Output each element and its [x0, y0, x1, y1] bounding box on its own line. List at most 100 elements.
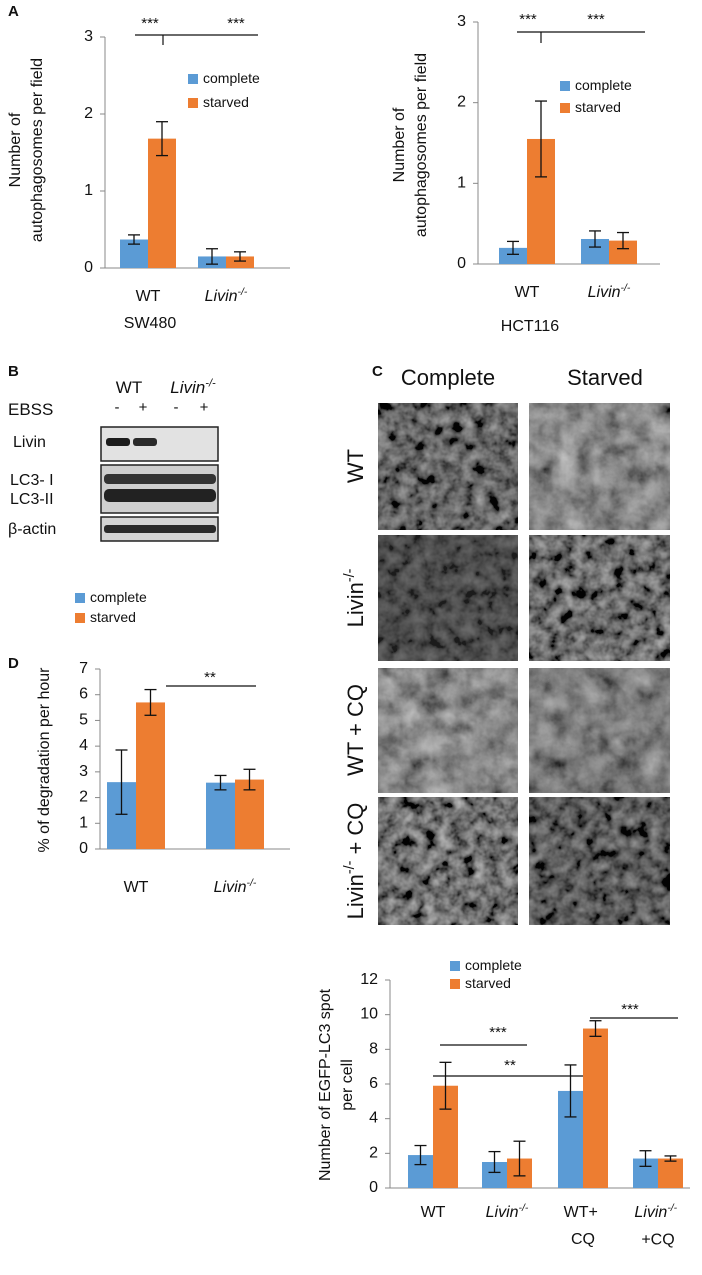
- error-bar: [234, 251, 246, 262]
- significance: ***: [621, 1001, 639, 1018]
- legend-swatch: [188, 98, 198, 108]
- microscopy-images: [378, 403, 670, 925]
- legend-label: complete: [90, 589, 147, 605]
- y-axis-label: % of degradation per hour: [36, 667, 53, 853]
- error-bar: [589, 1020, 602, 1037]
- legend-swatch: [188, 74, 198, 84]
- y-tick-label: 0: [84, 259, 93, 276]
- x-axis-label: SW480: [124, 315, 177, 332]
- error-bar: [639, 1150, 652, 1167]
- blot-group: WT: [116, 378, 142, 397]
- y-tick-label: 1: [457, 175, 466, 192]
- column-header: Starved: [567, 365, 643, 390]
- row-label: Livin-/- + CQ: [342, 803, 368, 920]
- y-tick-label: 3: [457, 13, 466, 30]
- blot-row-label: β-actin: [8, 521, 56, 538]
- panel-label: D: [8, 655, 19, 672]
- legend-label: starved: [90, 609, 136, 625]
- error-bar: [488, 1150, 501, 1174]
- y-tick-label: 0: [457, 255, 466, 272]
- significance: ***: [519, 11, 537, 28]
- significance: ***: [587, 11, 605, 28]
- legend-swatch: [560, 81, 570, 91]
- legend-swatch: [450, 961, 460, 971]
- x-tick-label: WT: [421, 1204, 446, 1221]
- significance: **: [204, 669, 216, 686]
- bar: [136, 702, 165, 849]
- column-header: Complete: [401, 365, 495, 390]
- error-bar: [513, 1140, 526, 1177]
- y-tick-label: 3: [79, 763, 88, 780]
- legend-swatch: [560, 103, 570, 113]
- panel-label: C: [372, 363, 383, 380]
- y-tick-label: 8: [369, 1041, 378, 1058]
- error-bar: [414, 1144, 427, 1166]
- blot-row-label: LC3- I: [10, 472, 54, 489]
- y-tick-label: 2: [457, 94, 466, 111]
- error-bar: [664, 1155, 677, 1162]
- y-tick-label: 12: [360, 971, 378, 988]
- y-tick-label: 3: [84, 28, 93, 45]
- y-axis-label: autophagosomes per field: [413, 53, 430, 237]
- blot-lane: +: [139, 399, 148, 416]
- row-label: WT: [343, 449, 368, 483]
- row-label: Livin-/-: [342, 568, 368, 627]
- legend-label: starved: [575, 99, 621, 115]
- x-tick-label: Livin-/-: [214, 878, 257, 897]
- y-tick-label: 2: [79, 789, 88, 806]
- error-bar: [535, 100, 547, 178]
- x-tick-label: WT: [136, 288, 161, 305]
- error-bar: [589, 230, 601, 248]
- error-bar: [206, 248, 218, 265]
- y-tick-label: 0: [369, 1179, 378, 1196]
- significance: **: [504, 1057, 516, 1074]
- legend-swatch: [75, 593, 85, 603]
- error-bar: [564, 1064, 577, 1118]
- error-bar: [115, 749, 128, 815]
- y-tick-label: 2: [369, 1145, 378, 1162]
- x-tick-label: Livin-/-: [205, 287, 248, 306]
- x-tick-label: Livin-/-: [588, 283, 631, 302]
- error-bar: [439, 1061, 452, 1110]
- y-tick-label: 1: [79, 815, 88, 832]
- y-axis-label: per cell: [339, 1059, 356, 1111]
- legend-label: complete: [465, 957, 522, 973]
- y-tick-label: 0: [79, 840, 88, 857]
- y-tick-label: 5: [79, 712, 88, 729]
- legend-label: starved: [465, 975, 511, 991]
- bar: [235, 779, 264, 849]
- error-bar: [507, 240, 519, 255]
- error-bar: [214, 774, 227, 791]
- bar: [499, 247, 527, 264]
- error-bar: [243, 768, 256, 791]
- row-label: WT + CQ: [343, 684, 368, 776]
- significance: ***: [227, 15, 245, 32]
- y-tick-label: 4: [369, 1110, 378, 1127]
- y-tick-label: 10: [360, 1006, 378, 1023]
- bar: [206, 782, 235, 849]
- y-axis-label: Number of EGFP-LC3 spot: [317, 988, 334, 1181]
- x-tick-label: WT: [124, 879, 149, 896]
- bar: [609, 240, 637, 264]
- y-tick-label: 7: [79, 660, 88, 677]
- y-axis-label: Number of: [391, 107, 408, 182]
- blot-group: Livin-/-: [170, 377, 216, 397]
- error-bar: [144, 688, 157, 716]
- significance: ***: [489, 1024, 507, 1041]
- error-bar: [156, 121, 168, 157]
- y-tick-label: 2: [84, 105, 93, 122]
- bar: [226, 256, 254, 268]
- x-tick-label: WT+ CQ: [564, 1204, 603, 1248]
- y-tick-label: 4: [79, 737, 88, 754]
- blot-lane: -: [174, 399, 179, 416]
- legend-label: complete: [203, 70, 260, 86]
- y-axis-label: autophagosomes per field: [29, 58, 46, 242]
- legend-swatch: [450, 979, 460, 989]
- error-bar: [128, 234, 140, 245]
- legend-label: complete: [575, 77, 632, 93]
- blot-lane: -: [115, 399, 120, 416]
- legend-label: starved: [203, 94, 249, 110]
- y-tick-label: 6: [79, 686, 88, 703]
